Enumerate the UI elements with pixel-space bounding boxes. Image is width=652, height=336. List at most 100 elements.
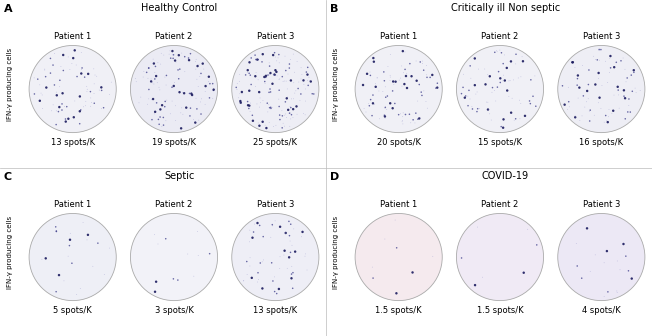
Circle shape [609, 72, 610, 73]
Circle shape [400, 78, 401, 79]
Circle shape [304, 114, 306, 115]
Circle shape [199, 64, 200, 65]
Circle shape [74, 49, 76, 52]
Circle shape [260, 102, 261, 103]
Circle shape [293, 228, 294, 229]
Circle shape [419, 61, 421, 63]
Circle shape [45, 86, 48, 89]
Circle shape [309, 80, 310, 81]
Circle shape [269, 107, 271, 109]
Circle shape [101, 108, 102, 109]
Circle shape [158, 119, 159, 120]
Circle shape [576, 243, 577, 244]
Circle shape [261, 287, 263, 290]
Circle shape [61, 109, 63, 111]
Circle shape [522, 60, 524, 62]
Circle shape [387, 66, 389, 67]
Circle shape [148, 98, 149, 99]
Circle shape [590, 271, 591, 272]
Circle shape [279, 119, 281, 120]
Circle shape [194, 121, 196, 124]
Circle shape [402, 120, 403, 121]
Text: Patient 1: Patient 1 [380, 33, 417, 41]
Circle shape [476, 111, 478, 112]
Circle shape [156, 102, 157, 103]
Circle shape [34, 93, 35, 95]
Circle shape [100, 86, 102, 89]
Circle shape [173, 278, 174, 280]
Circle shape [271, 224, 273, 225]
Circle shape [387, 95, 388, 97]
Circle shape [405, 51, 406, 52]
Circle shape [152, 82, 153, 83]
Circle shape [255, 86, 256, 87]
Circle shape [599, 96, 600, 99]
Circle shape [462, 87, 464, 88]
Circle shape [581, 278, 582, 279]
Circle shape [279, 62, 280, 63]
Circle shape [37, 78, 38, 80]
Circle shape [83, 106, 84, 107]
Circle shape [405, 75, 408, 77]
Circle shape [290, 223, 291, 225]
Circle shape [252, 115, 253, 116]
Circle shape [393, 84, 394, 85]
Circle shape [212, 83, 213, 84]
Circle shape [256, 103, 258, 104]
Circle shape [250, 84, 252, 85]
Circle shape [287, 109, 289, 111]
Circle shape [617, 89, 619, 91]
Circle shape [159, 89, 160, 90]
Circle shape [245, 74, 246, 76]
Circle shape [172, 57, 174, 59]
Text: A: A [4, 4, 12, 14]
Circle shape [94, 83, 95, 84]
Circle shape [190, 53, 191, 54]
Circle shape [269, 74, 270, 75]
Circle shape [289, 126, 290, 127]
Circle shape [44, 69, 45, 70]
Circle shape [394, 80, 397, 83]
Circle shape [609, 55, 612, 57]
Circle shape [618, 94, 619, 95]
Circle shape [294, 250, 297, 253]
Text: Patient 3: Patient 3 [583, 33, 620, 41]
Circle shape [104, 274, 105, 275]
Circle shape [61, 92, 64, 94]
Circle shape [477, 108, 479, 110]
Circle shape [396, 247, 398, 249]
Circle shape [630, 277, 633, 280]
Circle shape [80, 109, 82, 111]
Circle shape [482, 277, 483, 278]
Circle shape [632, 69, 635, 72]
Circle shape [66, 106, 68, 108]
Circle shape [394, 103, 396, 104]
Circle shape [164, 106, 166, 108]
Text: Patient 3: Patient 3 [257, 33, 294, 41]
Text: Patient 1: Patient 1 [380, 201, 417, 209]
Circle shape [276, 60, 277, 61]
Circle shape [587, 84, 589, 85]
Circle shape [305, 253, 306, 254]
Circle shape [372, 94, 374, 96]
Circle shape [404, 69, 406, 70]
Circle shape [625, 81, 627, 82]
Text: 5 spots/K: 5 spots/K [53, 306, 92, 314]
Circle shape [79, 123, 80, 125]
Circle shape [303, 84, 304, 85]
Circle shape [58, 106, 61, 108]
Circle shape [135, 78, 136, 79]
Circle shape [427, 108, 428, 109]
Circle shape [174, 82, 175, 83]
Circle shape [628, 270, 629, 271]
Circle shape [71, 262, 72, 264]
Circle shape [84, 76, 85, 78]
Circle shape [261, 121, 264, 123]
Circle shape [313, 93, 314, 95]
Circle shape [586, 90, 588, 92]
Circle shape [293, 98, 294, 99]
Circle shape [563, 103, 566, 106]
Circle shape [162, 117, 164, 118]
Circle shape [248, 61, 251, 64]
Circle shape [372, 57, 375, 59]
